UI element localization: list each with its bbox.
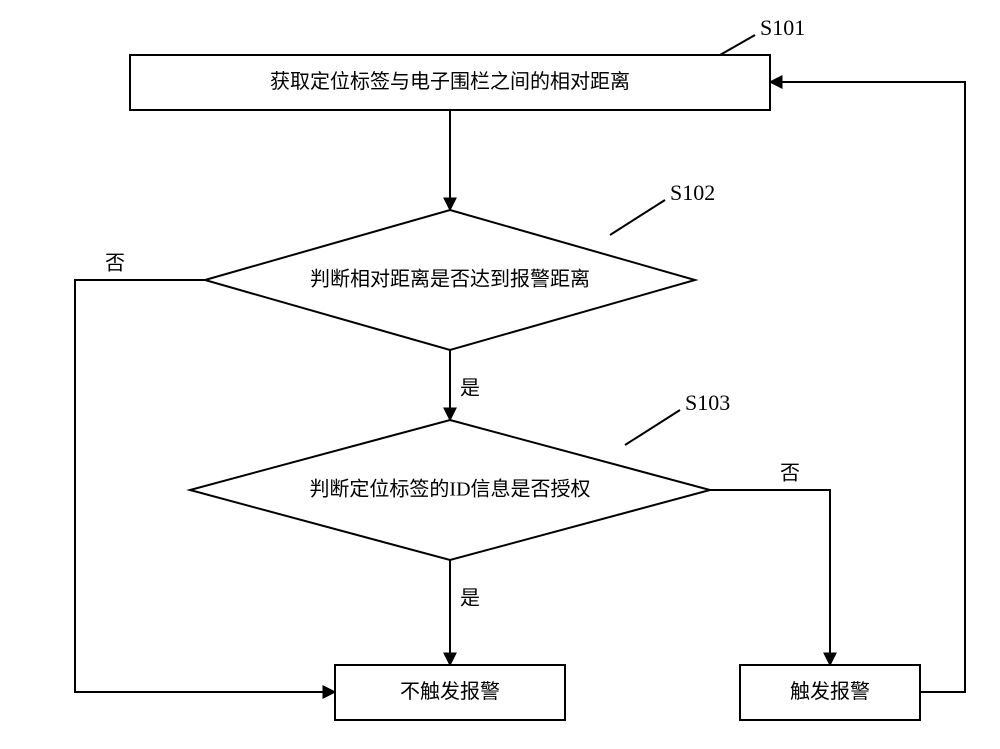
label-s102: S102 [670,180,715,205]
leader-s102 [610,200,665,235]
node-s102-text: 判断相对距离是否达到报警距离 [310,268,590,291]
edge-label-s103_no: 否 [780,463,800,485]
node-alarm-text: 触发报警 [790,680,870,703]
node-s101-text: 获取定位标签与电子围栏之间的相对距离 [270,70,630,93]
edge-e5 [710,490,830,665]
edge-label-s102_yes: 是 [460,378,480,400]
leader-s101 [720,35,755,55]
edge-e6 [770,82,965,692]
label-s103: S103 [685,390,730,415]
node-s103-text: 判断定位标签的ID信息是否授权 [309,478,590,501]
label-s101: S101 [760,15,805,40]
node-no_alarm-text: 不触发报警 [400,680,500,703]
edge-label-s102_no: 否 [105,253,125,275]
leader-s103 [625,410,680,445]
edge-label-s103_yes: 是 [460,588,480,610]
